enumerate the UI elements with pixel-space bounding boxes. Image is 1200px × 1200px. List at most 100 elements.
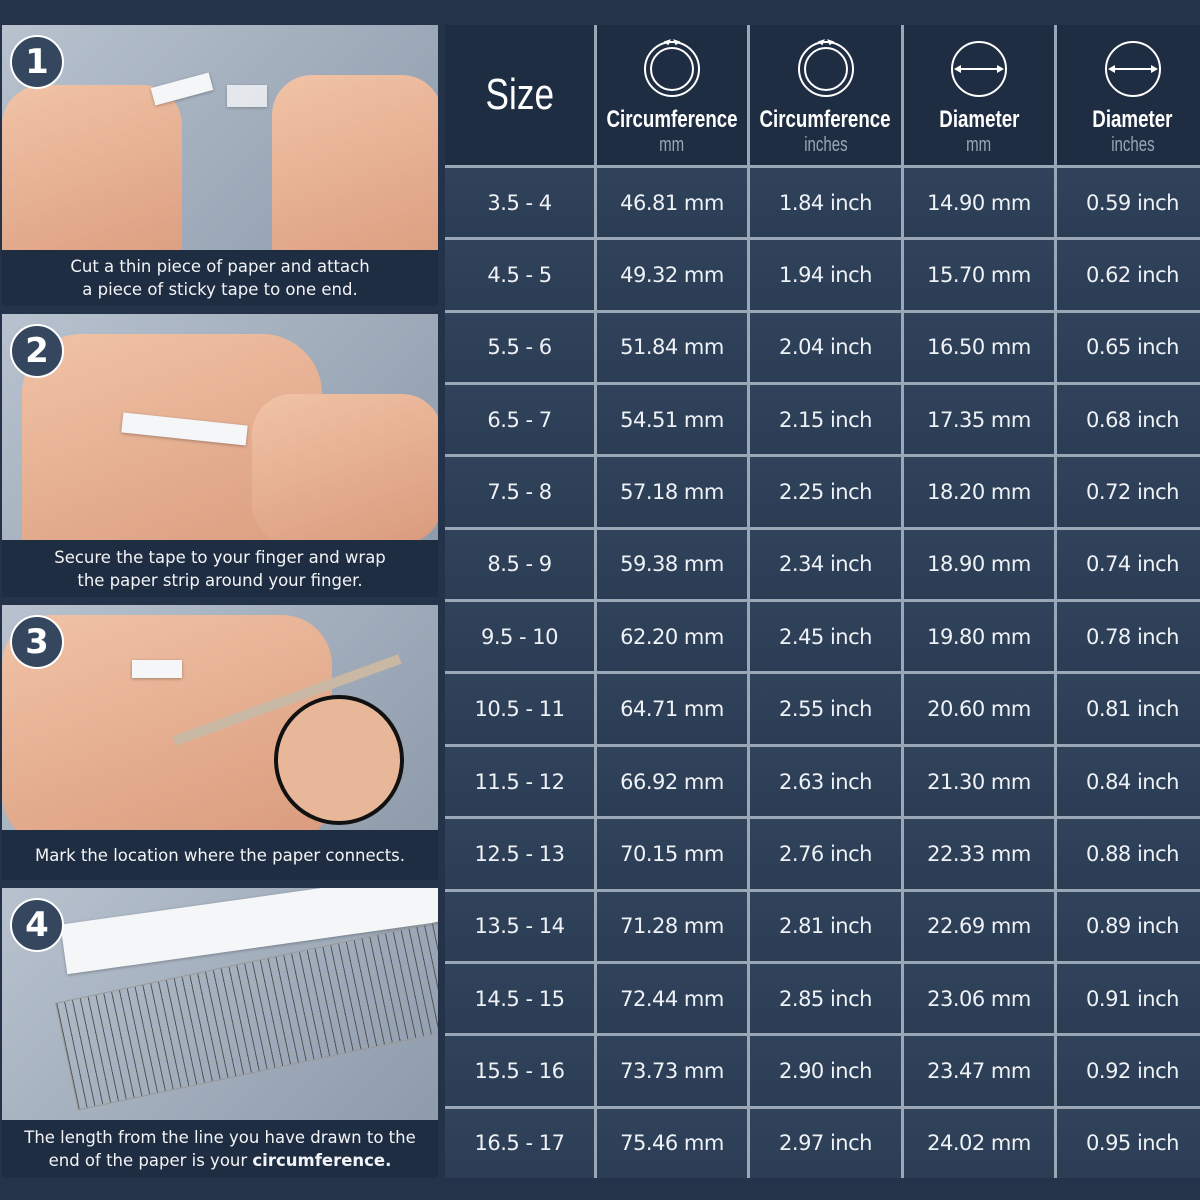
step-number-badge: 3 bbox=[10, 615, 64, 669]
table-cell: 0.84 inch bbox=[1057, 746, 1200, 817]
table-cell: 0.72 inch bbox=[1057, 457, 1200, 527]
column-header: Size bbox=[445, 25, 594, 165]
table-cell: 9.5 - 10 bbox=[445, 602, 594, 672]
step-photo bbox=[2, 605, 438, 830]
diameter-icon bbox=[951, 41, 1007, 97]
table-cell: 0.91 inch bbox=[1057, 963, 1200, 1034]
caption-line: The length from the line you have drawn … bbox=[24, 1128, 416, 1147]
caption-bold: circumference. bbox=[252, 1151, 392, 1170]
table-cell: 0.81 inch bbox=[1057, 674, 1200, 744]
table-cell: 2.90 inch bbox=[750, 1036, 901, 1106]
circumference-icon bbox=[797, 39, 854, 97]
step-caption: Secure the tape to your finger and wrap t… bbox=[2, 540, 438, 597]
table-cell: 2.63 inch bbox=[750, 746, 901, 817]
step-number-badge: 1 bbox=[10, 35, 64, 89]
table-cell: 23.47 mm bbox=[904, 1036, 1054, 1106]
step-panel-4: 4 The length from the line you have drawn… bbox=[2, 888, 438, 1178]
step-photo bbox=[2, 314, 438, 540]
table-cell: 59.38 mm bbox=[597, 529, 747, 600]
step-number-badge: 4 bbox=[10, 898, 64, 952]
table-cell: 22.69 mm bbox=[904, 891, 1054, 961]
table-cell: 10.5 - 11 bbox=[445, 674, 594, 744]
table-cell: 2.04 inch bbox=[750, 312, 901, 383]
header-title: Size bbox=[485, 70, 554, 119]
table-cell: 3.5 - 4 bbox=[445, 168, 594, 238]
caption-line: Mark the location where the paper connec… bbox=[34, 845, 406, 865]
table-cell: 64.71 mm bbox=[597, 674, 747, 744]
table-cell: 0.78 inch bbox=[1057, 602, 1200, 672]
table-cell: 2.97 inch bbox=[750, 1108, 901, 1178]
ring-size-table: Size Circumference mm Circumference inches Di… bbox=[445, 25, 1200, 1178]
table-cell: 7.5 - 8 bbox=[445, 457, 594, 527]
caption-line: Cut a thin piece of paper and attach bbox=[70, 257, 370, 276]
table-cell: 8.5 - 9 bbox=[445, 529, 594, 600]
header-unit: inches bbox=[1110, 134, 1155, 156]
table-cell: 57.18 mm bbox=[597, 457, 747, 527]
table-cell: 49.32 mm bbox=[597, 240, 747, 310]
step-caption: The length from the line you have drawn … bbox=[2, 1120, 438, 1178]
table-cell: 18.90 mm bbox=[904, 529, 1054, 600]
table-cell: 22.33 mm bbox=[904, 819, 1054, 889]
header-title: Circumference bbox=[759, 106, 892, 133]
table-cell: 16.5 - 17 bbox=[445, 1108, 594, 1178]
table-cell: 73.73 mm bbox=[597, 1036, 747, 1106]
step-panel-3: 3 Mark the location where the paper conne… bbox=[2, 605, 438, 880]
table-cell: 14.90 mm bbox=[904, 168, 1054, 238]
table-cell: 2.76 inch bbox=[750, 819, 901, 889]
table-cell: 2.55 inch bbox=[750, 674, 901, 744]
step-caption: Mark the location where the paper connec… bbox=[2, 830, 438, 880]
table-cell: 0.62 inch bbox=[1057, 240, 1200, 310]
diameter-icon bbox=[1104, 41, 1161, 97]
table-cell: 2.45 inch bbox=[750, 602, 901, 672]
table-cell: 0.68 inch bbox=[1057, 385, 1200, 455]
table-cell: 6.5 - 7 bbox=[445, 385, 594, 455]
header-unit: inches bbox=[803, 134, 848, 156]
header-unit: mm bbox=[659, 134, 685, 156]
table-cell: 0.74 inch bbox=[1057, 529, 1200, 600]
table-cell: 2.85 inch bbox=[750, 963, 901, 1034]
table-cell: 11.5 - 12 bbox=[445, 746, 594, 817]
caption-line: end of the paper is your bbox=[48, 1151, 253, 1170]
table-cell: 1.94 inch bbox=[750, 240, 901, 310]
header-unit: mm bbox=[966, 134, 992, 156]
step-photo bbox=[2, 888, 438, 1120]
table-cell: 0.92 inch bbox=[1057, 1036, 1200, 1106]
column-header: Diameter mm bbox=[904, 25, 1054, 165]
table-cell: 66.92 mm bbox=[597, 746, 747, 817]
table-cell: 17.35 mm bbox=[904, 385, 1054, 455]
column-header: Diameter inches bbox=[1057, 25, 1200, 165]
table-cell: 0.59 inch bbox=[1057, 168, 1200, 238]
table-cell: 18.20 mm bbox=[904, 457, 1054, 527]
table-cell: 16.50 mm bbox=[904, 312, 1054, 383]
table-cell: 1.84 inch bbox=[750, 168, 901, 238]
table-cell: 46.81 mm bbox=[597, 168, 747, 238]
table-cell: 0.95 inch bbox=[1057, 1108, 1200, 1178]
step-photo bbox=[2, 25, 438, 250]
caption-line: a piece of sticky tape to one end. bbox=[82, 280, 358, 299]
step-caption: Cut a thin piece of paper and attach a pi… bbox=[2, 250, 438, 306]
table-cell: 0.65 inch bbox=[1057, 312, 1200, 383]
table-cell: 4.5 - 5 bbox=[445, 240, 594, 310]
table-cell: 13.5 - 14 bbox=[445, 891, 594, 961]
table-cell: 72.44 mm bbox=[597, 963, 747, 1034]
header-title: Diameter bbox=[1092, 106, 1173, 133]
table-cell: 70.15 mm bbox=[597, 819, 747, 889]
table-cell: 54.51 mm bbox=[597, 385, 747, 455]
caption-line: Secure the tape to your finger and wrap bbox=[54, 547, 386, 567]
table-cell: 2.15 inch bbox=[750, 385, 901, 455]
column-header: Circumference mm bbox=[597, 25, 747, 165]
table-cell: 2.34 inch bbox=[750, 529, 901, 600]
table-cell: 75.46 mm bbox=[597, 1108, 747, 1178]
table-cell: 0.88 inch bbox=[1057, 819, 1200, 889]
caption-line: the paper strip around your finger. bbox=[77, 570, 363, 590]
table-cell: 24.02 mm bbox=[904, 1108, 1054, 1178]
circumference-icon bbox=[644, 39, 700, 97]
table-cell: 20.60 mm bbox=[904, 674, 1054, 744]
table-cell: 71.28 mm bbox=[597, 891, 747, 961]
step-panel-2: 2 Secure the tape to your finger and wrap… bbox=[2, 314, 438, 597]
table-cell: 23.06 mm bbox=[904, 963, 1054, 1034]
table-cell: 5.5 - 6 bbox=[445, 312, 594, 383]
table-cell: 51.84 mm bbox=[597, 312, 747, 383]
table-cell: 21.30 mm bbox=[904, 746, 1054, 817]
table-cell: 14.5 - 15 bbox=[445, 963, 594, 1034]
